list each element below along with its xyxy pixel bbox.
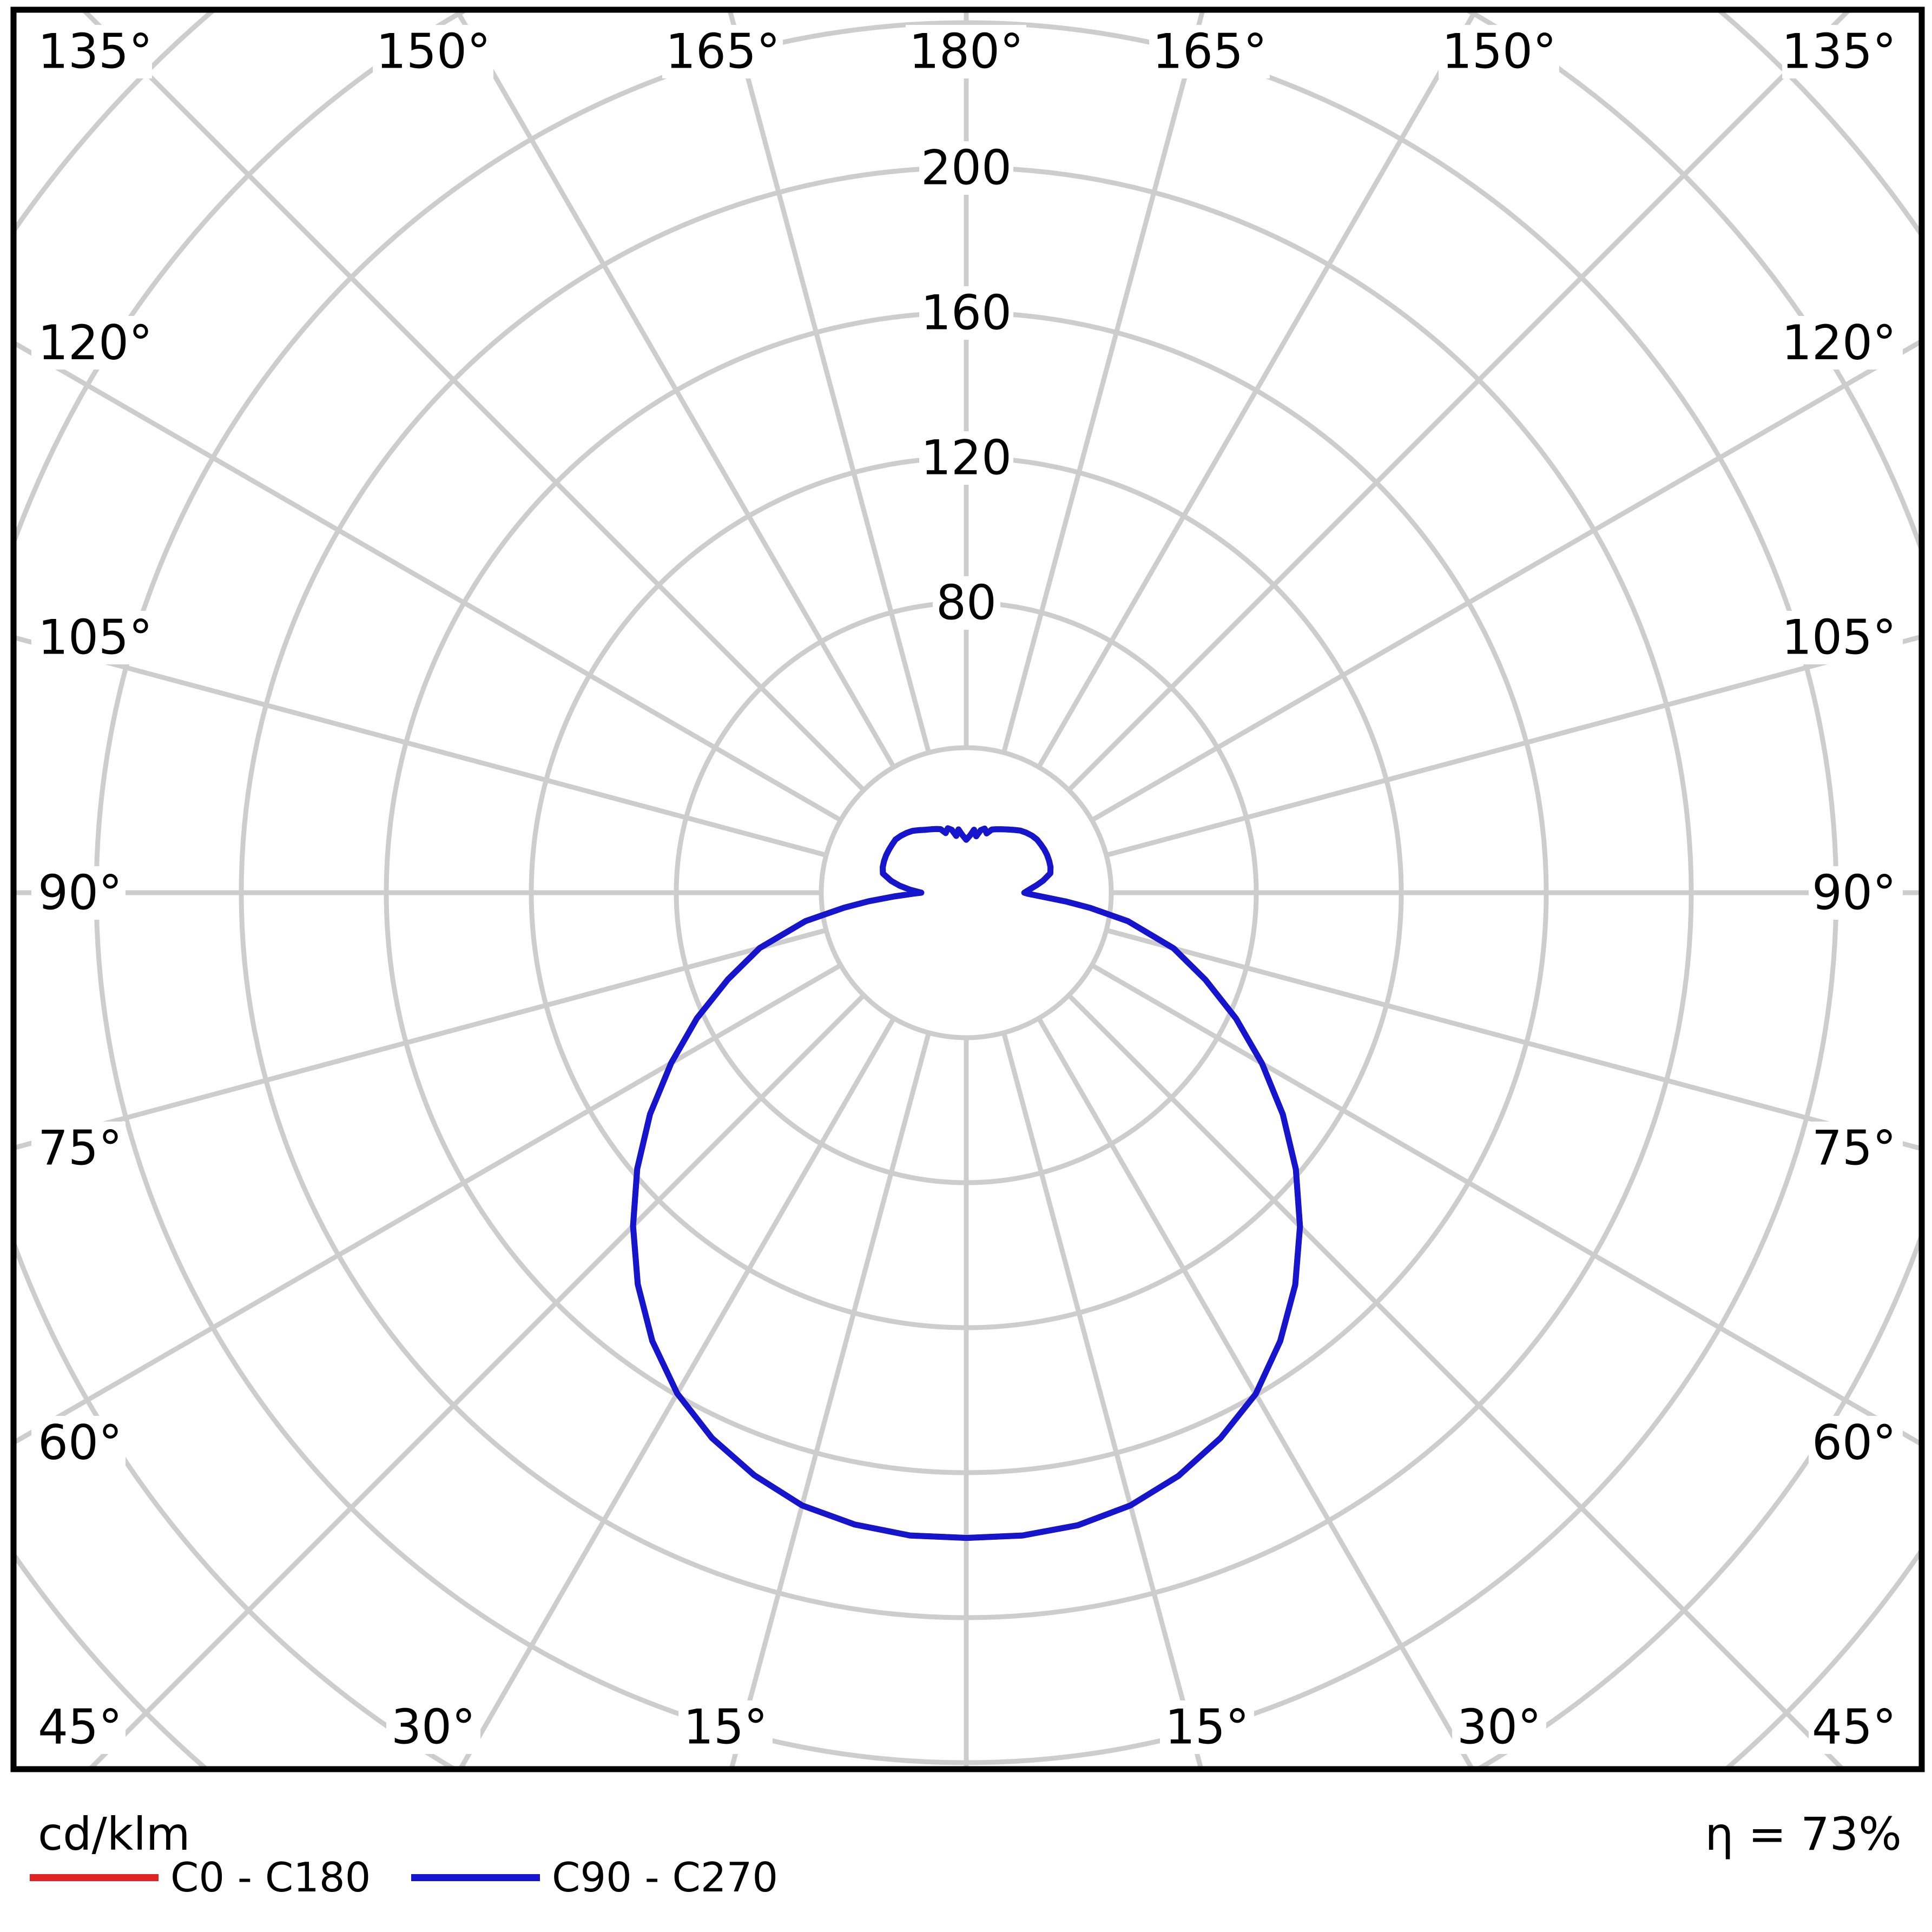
angle-label-135-top-right: 135°: [1782, 24, 1896, 80]
angle-label-15-bottom-l: 15°: [683, 1699, 768, 1755]
angle-label-105-left: 105°: [38, 610, 153, 665]
angle-label-165-top-l-bg: [662, 25, 783, 78]
angle-label-75-left-bg: [31, 1122, 126, 1175]
grid-spoke-345: [729, 1032, 931, 1769]
angle-label-120-right-bg: [1782, 316, 1903, 370]
angle-label-120-left: 120°: [38, 315, 153, 371]
angle-label-120-right: 120°: [1782, 315, 1896, 371]
legend-swatch-blue: [411, 1874, 540, 1881]
angle-label-90-right-bg: [1809, 866, 1903, 920]
grid-spoke-240: [14, 340, 842, 822]
grid-ring-40: [819, 745, 1114, 1040]
angle-label-75-right-bg: [1809, 1122, 1903, 1175]
grid-spoke-165: [1001, 10, 1205, 754]
angle-label-150-top-l-bg: [373, 25, 493, 78]
grid-spoke-75: [1105, 928, 1922, 1151]
angle-label-180-top: 180°: [909, 24, 1024, 80]
angle-label-105-left-bg: [31, 611, 152, 664]
grid-spoke-225: [80, 10, 866, 792]
radial-tick-120-bg: [919, 431, 1013, 485]
angle-label-15-bottom-l-bg: [678, 1700, 773, 1754]
radial-tick-200-bg: [919, 141, 1013, 195]
grid-spoke-120: [1090, 338, 1922, 822]
legend-item-c90-c270: C90 - C270: [411, 1854, 778, 1901]
grid-spoke-210: [453, 10, 896, 769]
angle-label-105-right: 105°: [1782, 610, 1896, 665]
radial-tick-160: 160: [921, 285, 1012, 341]
grid-spoke-105: [1105, 634, 1922, 858]
angle-label-150-top-r: 150°: [1442, 24, 1557, 80]
angle-label-135-top-left: 135°: [38, 24, 153, 80]
angle-label-15-bottom-r-bg: [1160, 1700, 1254, 1754]
grid-spoke-150: [1037, 10, 1479, 769]
chart-frame: [10, 6, 1925, 1772]
grid-spoke-45: [1067, 993, 1847, 1769]
angle-label-120-left-bg: [31, 316, 152, 370]
legend-item-c0-c180: C0 - C180: [30, 1854, 371, 1901]
legend-swatch-red: [30, 1874, 159, 1881]
efficiency-label: η = 73%: [1705, 1808, 1902, 1861]
angle-label-45-bottom-left: 45°: [38, 1699, 122, 1755]
radial-tick-80: 80: [936, 575, 997, 631]
angle-label-60-right-bg: [1809, 1416, 1903, 1469]
grid-spoke-330: [457, 1017, 896, 1769]
angle-label-45-bottom-right: 45°: [1812, 1699, 1896, 1755]
angle-label-135-top-left-bg: [31, 25, 152, 78]
grid-spoke-195: [727, 10, 931, 754]
angle-label-30-bottom-r-bg: [1452, 1700, 1546, 1754]
angle-label-75-left: 75°: [38, 1120, 122, 1176]
angle-label-150-top-l: 150°: [376, 24, 491, 80]
angle-label-165-top-l: 165°: [665, 24, 780, 80]
radial-tick-80-bg: [933, 576, 1000, 630]
angle-label-165-top-r: 165°: [1152, 24, 1267, 80]
grid-spoke-315: [86, 993, 866, 1769]
angle-label-135-top-right-bg: [1782, 25, 1903, 78]
grid-spoke-255: [14, 635, 827, 858]
angle-label-60-left-bg: [31, 1416, 126, 1469]
angle-label-90-right: 90°: [1812, 865, 1896, 921]
angle-label-180-top-bg: [906, 25, 1026, 78]
grid-spoke-135: [1067, 10, 1853, 792]
angle-label-60-right: 60°: [1812, 1415, 1896, 1471]
angle-label-165-top-r-bg: [1149, 25, 1270, 78]
angle-label-30-bottom-l: 30°: [391, 1699, 476, 1755]
units-label: cd/klm: [38, 1808, 190, 1861]
radial-tick-120: 120: [921, 430, 1012, 486]
angle-label-45-bottom-right-bg: [1809, 1700, 1903, 1754]
grid-spoke-285: [14, 928, 827, 1151]
angle-label-90-left-bg: [31, 866, 126, 920]
legend-label-c90-c270: C90 - C270: [552, 1854, 779, 1901]
legend-label-c0-c180: C0 - C180: [170, 1854, 371, 1901]
angle-label-105-right-bg: [1782, 611, 1903, 664]
angle-label-60-left: 60°: [38, 1415, 122, 1471]
angle-label-30-bottom-l-bg: [386, 1700, 480, 1754]
grid-spoke-30: [1037, 1017, 1475, 1769]
radial-tick-160-bg: [919, 286, 1013, 340]
angle-label-150-top-r-bg: [1439, 25, 1559, 78]
angle-label-90-left: 90°: [38, 865, 122, 921]
angle-label-45-bottom-left-bg: [31, 1700, 126, 1754]
angle-label-30-bottom-r: 30°: [1457, 1699, 1541, 1755]
curve-c90-c270: [630, 825, 1303, 1541]
grid-spoke-60: [1090, 963, 1922, 1447]
grid-spoke-15: [1001, 1032, 1204, 1769]
angle-label-15-bottom-r: 15°: [1165, 1699, 1249, 1755]
radial-tick-200: 200: [921, 140, 1012, 196]
angle-label-75-right: 75°: [1812, 1120, 1896, 1176]
